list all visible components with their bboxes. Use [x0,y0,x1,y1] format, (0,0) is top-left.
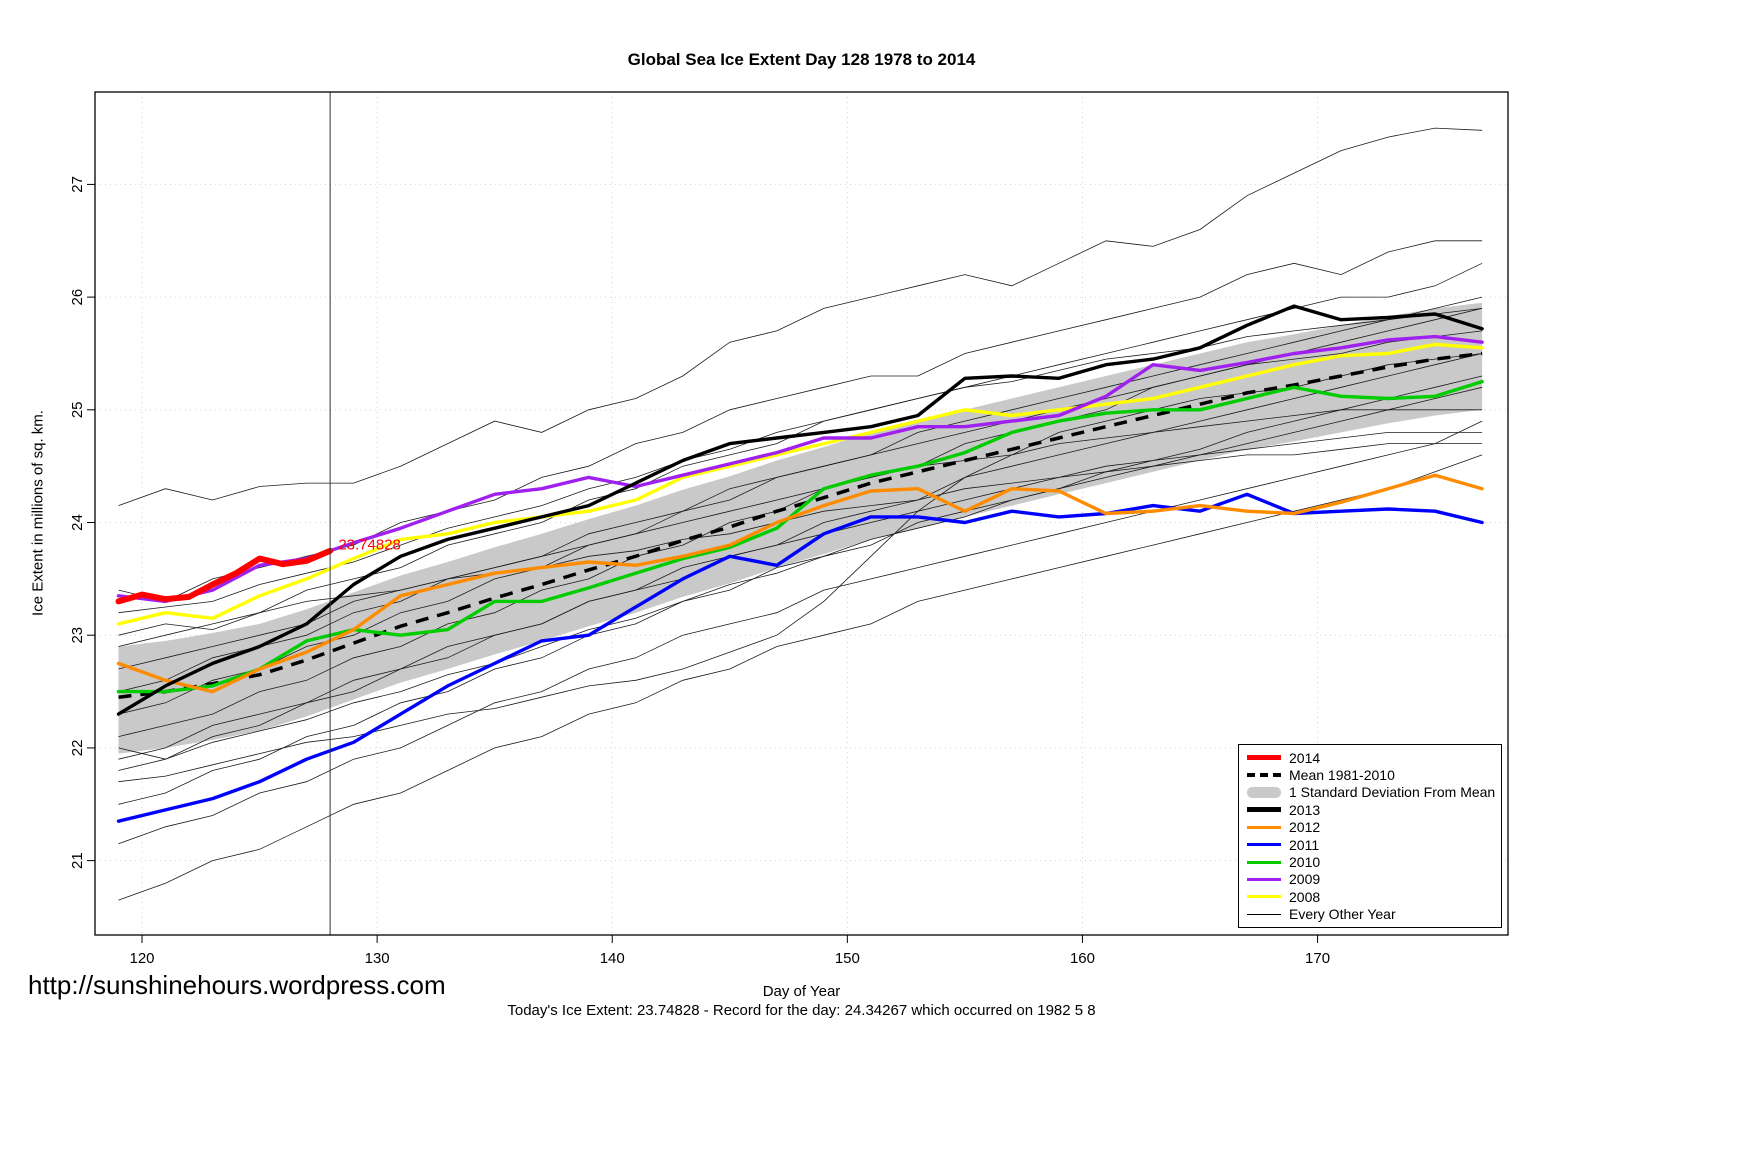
series-2009 [116,334,1484,604]
legend-swatch-2012 [1247,825,1281,829]
legend-item-1-standard-deviation-from-mean: 1 Standard Deviation From Mean [1247,784,1496,801]
every-other-year-line [118,308,1483,614]
legend-item-2014: 2014 [1247,750,1493,766]
footer-url[interactable]: http://sunshinehours.wordpress.com [28,970,446,1000]
legend-swatch-2008 [1247,895,1281,899]
series-2008 [116,342,1484,626]
plot-box [94,91,1509,936]
legend-label: 2013 [1289,801,1321,818]
legend-label: 2011 [1289,836,1320,853]
every-other-year-line [118,127,1483,506]
legend-swatch-1-standard-deviation-from-mean [1247,786,1281,798]
footer-info: Today's Ice Extent: 23.74828 - Record fo… [507,1002,1096,1019]
legend-item-2013: 2013 [1247,802,1493,818]
legend-item-2009: 2009 [1247,871,1493,887]
series-2014 [115,547,334,605]
legend-swatch-mean-1981-2010 [1247,773,1281,778]
x-tick-label: 160 [1070,950,1095,967]
std-dev-band [118,302,1483,754]
every-other-year-line [118,375,1483,760]
chart-title: Global Sea Ice Extent Day 128 1978 to 20… [627,50,976,69]
x-tick-label: 150 [835,950,860,967]
x-tick-label: 130 [365,950,390,967]
legend-swatch-2011 [1247,843,1281,847]
x-axis-label: Day of Year [762,983,841,1000]
todays-value-annotation: 23.74828 [338,537,401,554]
y-tick-label: 25 [69,401,86,418]
legend-swatch-2010 [1247,860,1281,864]
every-other-year-line [118,409,1483,670]
y-tick-label: 23 [69,627,86,644]
legend-swatch-every-other-year [1247,913,1281,915]
y-tick-label: 27 [69,176,86,193]
every-other-year-line [118,443,1483,636]
series-2012 [116,473,1484,694]
legend-label: 2010 [1289,854,1321,871]
every-other-year-line [118,353,1483,771]
y-tick-label: 22 [69,740,86,757]
legend-label: 2009 [1289,871,1321,888]
legend-item-every-other-year: Every Other Year [1247,906,1493,922]
series-2013 [116,304,1484,716]
x-tick-label: 140 [600,950,625,967]
every-other-year-line [118,308,1483,737]
legend-item-2010: 2010 [1247,854,1493,870]
legend-item-2011: 2011 [1247,837,1493,853]
legend-label: Mean 1981-2010 [1289,767,1395,784]
every-other-year-line [118,262,1483,647]
legend-item-2008: 2008 [1247,889,1493,905]
mean-line [118,351,1483,699]
legend-swatch-2013 [1247,807,1281,813]
legend-label: Every Other Year [1289,906,1396,923]
legend-label: 2014 [1289,749,1321,766]
y-tick-label: 26 [69,289,86,306]
legend-swatch-2014 [1247,755,1281,761]
legend-swatch-2009 [1247,877,1281,881]
every-other-year-line [118,420,1483,845]
x-tick-label: 120 [130,950,155,967]
y-tick-label: 24 [69,514,86,531]
legend-label: 2008 [1289,888,1321,905]
every-other-year-line [118,454,1483,901]
every-other-year-line [118,296,1483,715]
series-2011 [116,492,1484,823]
legend: 2014 Mean 1981-2010 1 Standard Deviation F… [1238,744,1502,928]
every-other-year-line [118,386,1483,805]
x-tick-label: 170 [1305,950,1330,967]
every-other-year-line [118,431,1483,760]
y-tick-label: 21 [69,852,86,869]
legend-label: 2012 [1289,819,1321,836]
legend-label: 1 Standard Deviation From Mean [1289,784,1496,801]
legend-item-2012: 2012 [1247,819,1493,835]
legend-item-mean-1981-2010: Mean 1981-2010 [1247,767,1493,783]
